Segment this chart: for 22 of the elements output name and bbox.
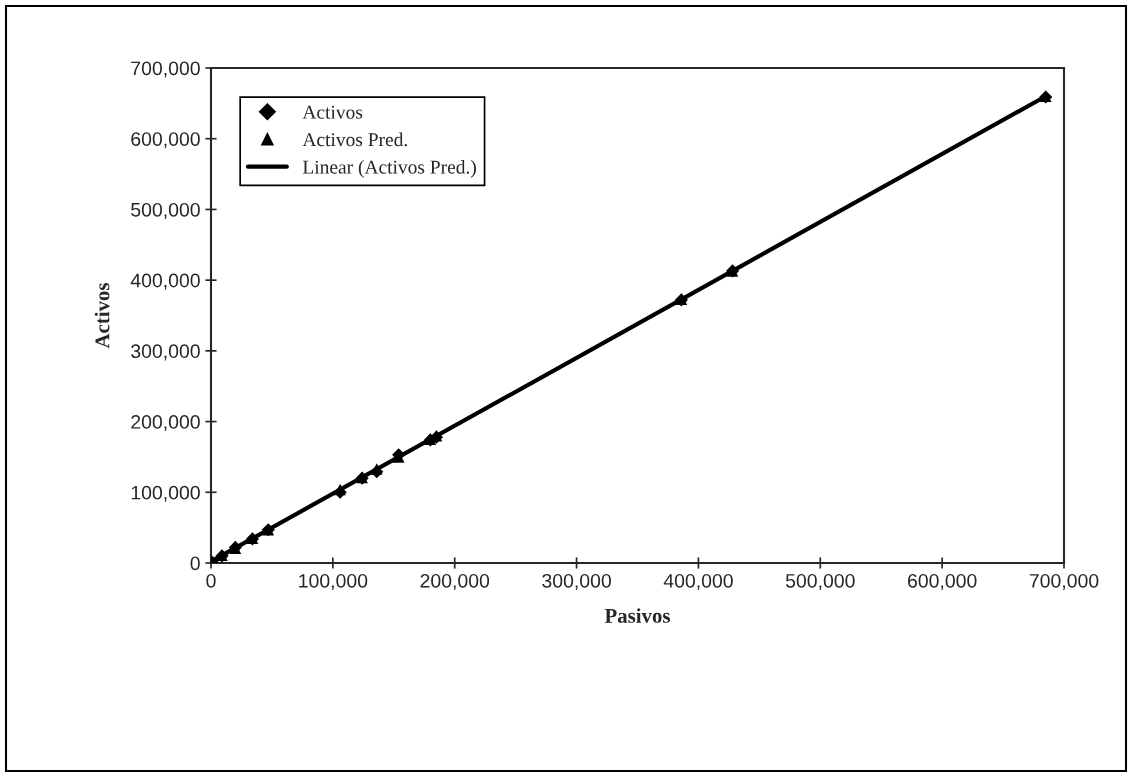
x-tick-label: 600,000 — [907, 573, 977, 590]
x-tick-label: 700,000 — [1029, 573, 1099, 590]
legend-label: Activos Pred. — [302, 132, 407, 147]
y-tick-label: 0 — [190, 556, 200, 571]
y-tick-label: 400,000 — [130, 273, 200, 290]
y-tick-label: 700,000 — [131, 61, 200, 78]
x-tick-label: 0 — [206, 573, 216, 588]
x-tick-label: 500,000 — [785, 573, 855, 590]
x-tick-label: 100,000 — [299, 573, 368, 590]
x-tick-label: 300,000 — [542, 573, 611, 590]
y-tick-label: 100,000 — [131, 485, 200, 502]
y-axis-title: Activos — [94, 283, 110, 349]
y-tick-label: 500,000 — [131, 202, 200, 219]
x-tick-label: 200,000 — [420, 573, 490, 590]
legend-label: Activos — [302, 105, 363, 119]
y-tick-label: 600,000 — [131, 132, 200, 149]
point — [370, 463, 383, 475]
y-tick-label: 300,000 — [131, 344, 200, 361]
y-tick-label: 200,000 — [131, 415, 200, 432]
legend-label: Linear (Activos Pred.) — [302, 160, 476, 178]
x-axis-title: Pasivos — [604, 608, 670, 623]
x-tick-label: 400,000 — [663, 573, 733, 590]
